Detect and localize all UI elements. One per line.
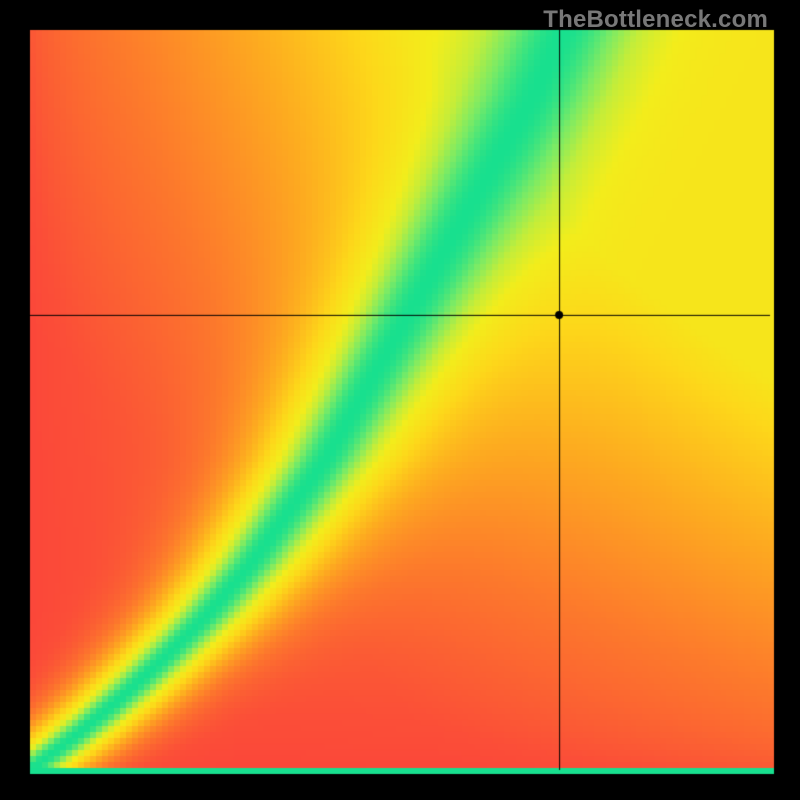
bottleneck-heatmap [0,0,800,800]
watermark-text: TheBottleneck.com [543,6,768,34]
